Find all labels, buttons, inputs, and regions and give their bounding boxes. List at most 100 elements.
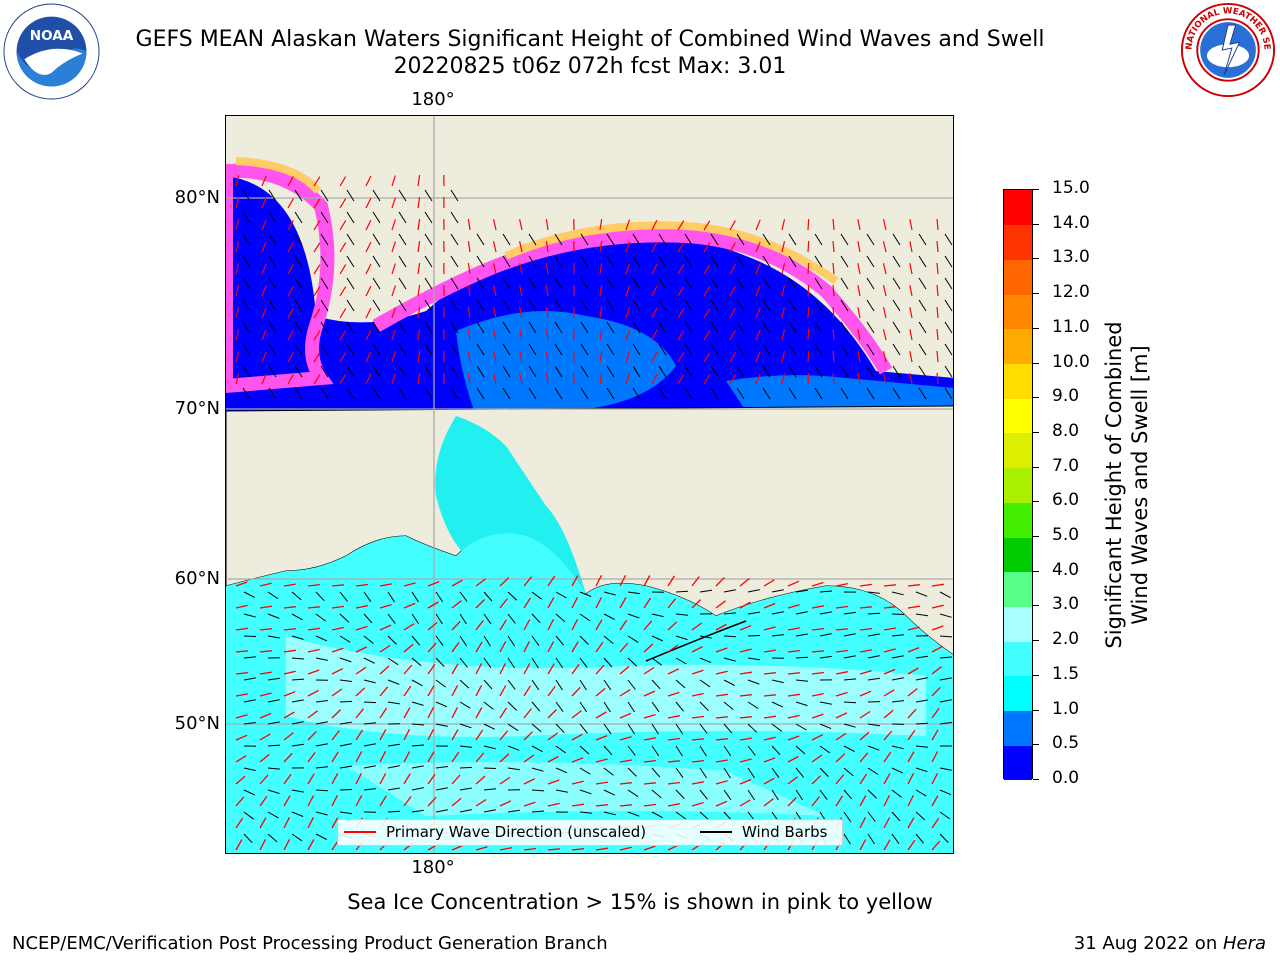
wind-barb: [268, 189, 277, 202]
wave-direction-arrow: [259, 628, 272, 631]
wind-barb: [294, 189, 303, 202]
wave-direction-arrow: [391, 241, 396, 253]
wave-direction-arrow: [391, 329, 396, 341]
wind-barb: [435, 657, 445, 668]
wave-direction-arrow: [283, 649, 296, 653]
wave-direction-arrow: [235, 285, 240, 297]
wind-barb: [483, 613, 492, 625]
wind-barb: [814, 299, 823, 312]
wind-barb: [459, 635, 468, 647]
wave-direction-arrow: [365, 307, 372, 319]
wind-barb: [939, 811, 951, 820]
wave-direction-arrow: [781, 307, 786, 319]
wave-direction-arrow: [909, 307, 913, 319]
wind-barb: [788, 255, 797, 268]
wave-direction-arrow: [283, 606, 296, 609]
wind-barb: [627, 591, 640, 595]
wind-barb: [819, 745, 831, 754]
wind-barb: [450, 299, 459, 312]
wave-direction-arrow: [313, 176, 321, 187]
wind-barb: [867, 811, 876, 822]
wind-barb: [243, 613, 256, 618]
wave-direction-arrow: [547, 686, 556, 697]
wind-barb: [411, 613, 420, 625]
colorbar-segment: [1004, 190, 1032, 226]
wind-barb: [819, 655, 832, 659]
wind-barb: [699, 657, 712, 664]
nws-logo: NATIONAL WEATHER SERVICE: [1180, 2, 1276, 98]
colorbar-segment: [1004, 710, 1032, 746]
wave-direction-arrow: [417, 329, 421, 341]
colorbar-tick-mark: [1033, 674, 1039, 676]
wind-barb: [291, 743, 304, 747]
wave-direction-arrow: [811, 671, 824, 675]
wave-direction-arrow: [931, 707, 940, 719]
wind-barb: [507, 767, 520, 771]
wind-barb: [294, 343, 303, 356]
wave-direction-arrow: [882, 307, 887, 319]
wave-direction-arrow: [729, 242, 736, 253]
wave-direction-arrow: [835, 712, 848, 719]
wind-barb: [554, 299, 563, 312]
wind-barb: [346, 189, 355, 202]
wind-barb: [843, 767, 854, 777]
wave-direction-arrow: [499, 776, 511, 785]
wind-barb: [363, 657, 375, 664]
wave-direction-arrow: [691, 622, 703, 631]
wave-direction-arrow: [523, 708, 532, 719]
wind-barb: [632, 255, 641, 268]
wind-barb: [944, 365, 953, 378]
wave-direction-arrow: [755, 241, 761, 253]
wave-direction-arrow: [595, 804, 608, 807]
wind-barb: [747, 679, 760, 685]
wind-barb: [315, 591, 325, 602]
wave-direction-arrow: [811, 650, 824, 653]
wind-barb: [915, 699, 928, 703]
wind-barb: [450, 211, 459, 224]
wind-barb: [435, 766, 448, 769]
wind-barb: [291, 721, 304, 725]
wave-direction-arrow: [475, 775, 486, 785]
wave-direction-arrow: [677, 264, 685, 275]
footer-date-text: 31 Aug 2022 on: [1073, 933, 1223, 954]
wave-direction-arrow: [499, 685, 507, 697]
wave-direction-arrow: [619, 846, 632, 851]
chart-subtitle: 20220825 t06z 072h fcst Max: 3.01: [393, 54, 787, 79]
wave-direction-arrow: [235, 329, 240, 341]
wind-barb: [459, 679, 470, 689]
wave-direction-arrow: [857, 307, 861, 319]
wave-direction-arrow: [493, 219, 497, 231]
wind-barb: [699, 723, 708, 734]
wave-direction-arrow: [259, 671, 272, 675]
wind-barb: [502, 299, 511, 312]
wave-direction-arrow: [493, 285, 497, 297]
wind-barb: [579, 811, 592, 814]
wind-barb: [267, 767, 280, 770]
colorbar-tick-label: 15.0: [1052, 178, 1090, 198]
wind-barb: [699, 701, 709, 711]
wind-barb: [723, 589, 736, 593]
wind-barb: [424, 211, 433, 224]
colorbar-tick-label: 5.0: [1052, 525, 1080, 546]
wind-barb: [528, 321, 537, 334]
wave-direction-arrow: [883, 839, 891, 851]
wave-direction-arrow: [235, 796, 245, 807]
wind-barb: [699, 635, 712, 639]
footer-machine: Hera: [1222, 933, 1266, 954]
wave-direction-arrow: [261, 263, 267, 275]
wind-barb: [819, 611, 832, 615]
wind-barb: [736, 387, 745, 400]
wave-direction-arrow: [625, 241, 631, 253]
wind-barb: [372, 365, 381, 378]
wind-barb: [867, 833, 876, 845]
wave-direction-arrow: [475, 599, 485, 609]
wave-direction-arrow: [235, 219, 240, 231]
wave-direction-arrow: [499, 707, 508, 719]
wave-direction-arrow: [729, 374, 736, 385]
wind-barb: [747, 745, 756, 756]
footer-credit: NCEP/EMC/Verification Post Processing Pr…: [12, 933, 608, 954]
wave-direction-arrow: [643, 690, 656, 697]
wave-direction-arrow: [355, 729, 364, 741]
wave-direction-arrow: [313, 308, 321, 319]
wind-barb: [476, 299, 485, 312]
